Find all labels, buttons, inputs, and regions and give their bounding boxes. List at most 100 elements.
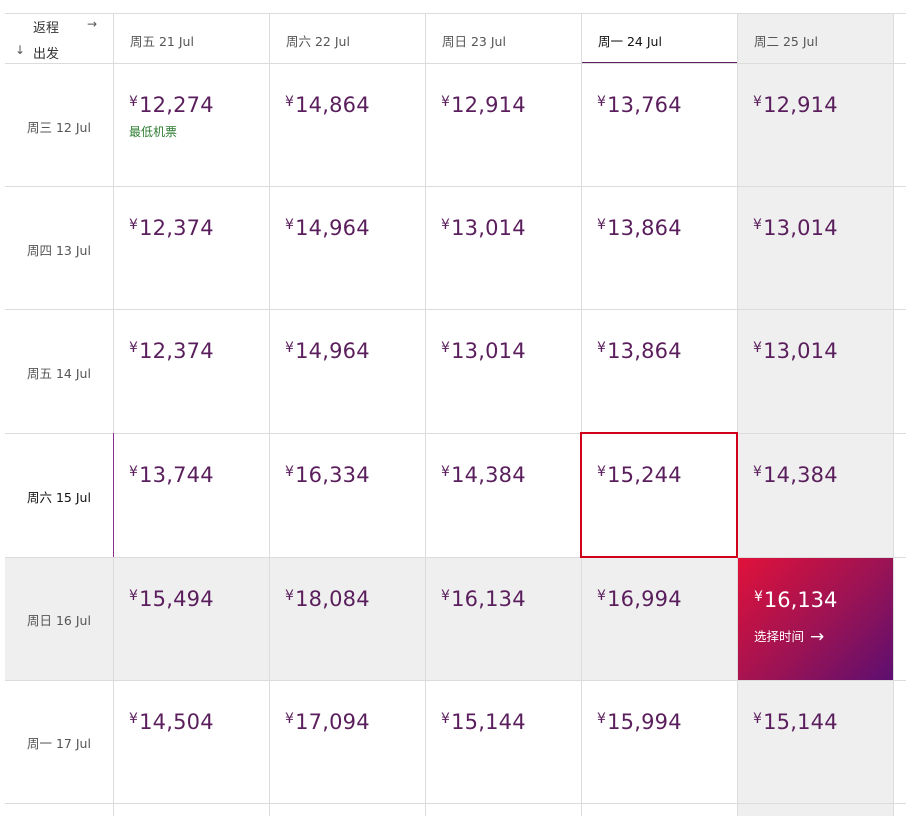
return-date-header-selected: 周一 24 Jul <box>581 13 737 63</box>
currency-symbol: ¥ <box>285 588 295 604</box>
price-value: 16,334 <box>295 463 370 487</box>
fare-cell[interactable]: ¥16,134 <box>425 557 581 680</box>
fare-cell[interactable]: ¥15,994 <box>581 680 737 803</box>
currency-symbol: ¥ <box>597 94 607 110</box>
price-value: 14,964 <box>295 216 370 240</box>
fare-cell[interactable]: ¥13,864 <box>581 309 737 432</box>
focused-cell-border <box>580 432 738 558</box>
fare-price: ¥14,384 <box>441 463 581 487</box>
price-value: 14,964 <box>295 339 370 363</box>
fare-price: ¥14,504 <box>129 710 269 734</box>
fare-price: ¥15,244 <box>597 463 737 487</box>
fare-cell[interactable]: ¥18,084 <box>269 557 425 680</box>
currency-symbol: ¥ <box>754 589 763 605</box>
fare-cell[interactable]: ¥12,274 最低机票 <box>113 63 269 186</box>
depart-axis-label: 出发 <box>33 47 60 62</box>
return-date-label: 周二 25 Jul <box>754 34 818 49</box>
fare-price: ¥13,014 <box>441 216 581 240</box>
fare-cell[interactable]: ¥13,014 <box>425 186 581 309</box>
return-date-header: 周六 22 Jul <box>269 13 425 63</box>
price-value: 13,014 <box>451 216 526 240</box>
highlighted-fare-cell[interactable]: ¥16,134 选择时间 → <box>738 558 893 680</box>
price-value: 12,914 <box>451 93 526 117</box>
fare-cell[interactable]: ¥15,244 <box>581 433 737 556</box>
depart-date-label: 周五 14 Jul <box>27 366 91 381</box>
currency-symbol: ¥ <box>129 217 139 233</box>
fare-cell[interactable]: ¥14,384 <box>737 433 893 556</box>
highlighted-price: ¥16,134 <box>754 588 837 612</box>
fare-price: ¥15,494 <box>129 587 269 611</box>
fare-cell[interactable]: ¥15,144 <box>425 680 581 803</box>
depart-date-header: 周五 14 Jul <box>5 363 113 382</box>
price-value: 13,014 <box>763 339 838 363</box>
price-value: 16,994 <box>607 587 682 611</box>
fare-cell[interactable]: ¥14,964 <box>269 186 425 309</box>
fare-cell[interactable]: ¥14,384 <box>425 433 581 556</box>
fare-price: ¥14,864 <box>285 93 425 117</box>
currency-symbol: ¥ <box>285 94 295 110</box>
fare-price: ¥13,014 <box>753 339 893 363</box>
fare-price: ¥13,764 <box>597 93 737 117</box>
price-value: 18,084 <box>295 587 370 611</box>
fare-cell[interactable]: ¥13,744 <box>113 433 269 556</box>
currency-symbol: ¥ <box>597 711 607 727</box>
currency-symbol: ¥ <box>285 464 295 480</box>
price-value: 13,864 <box>607 339 682 363</box>
currency-symbol: ¥ <box>129 711 139 727</box>
depart-date-header-selected: 周六 15 Jul <box>5 487 113 506</box>
price-value: 15,994 <box>607 710 682 734</box>
fare-price: ¥13,864 <box>597 216 737 240</box>
depart-date-header: 周一 17 Jul <box>5 733 113 752</box>
fare-cell[interactable]: ¥15,494 <box>113 557 269 680</box>
price-value: 14,504 <box>139 710 214 734</box>
fare-cell[interactable]: ¥14,504 <box>113 680 269 803</box>
arrow-right-icon: → <box>87 17 98 31</box>
fare-calendar-grid: 返程 → ↓ 出发 周五 21 Jul 周六 22 Jul 周日 23 Jul … <box>5 13 906 816</box>
depart-date-label: 周六 15 Jul <box>27 490 91 505</box>
fare-price: ¥17,094 <box>285 710 425 734</box>
fare-price: ¥14,384 <box>753 463 893 487</box>
return-date-label: 周日 23 Jul <box>442 34 506 49</box>
depart-date-label: 周四 13 Jul <box>27 243 91 258</box>
fare-price: ¥15,144 <box>753 710 893 734</box>
fare-price: ¥15,994 <box>597 710 737 734</box>
fare-cell[interactable]: ¥14,864 <box>269 63 425 186</box>
fare-price: ¥18,084 <box>285 587 425 611</box>
fare-price: ¥15,144 <box>441 710 581 734</box>
currency-symbol: ¥ <box>597 464 607 480</box>
price-value: 13,014 <box>451 339 526 363</box>
price-value: 15,494 <box>139 587 214 611</box>
fare-price: ¥13,014 <box>753 216 893 240</box>
fare-cell[interactable]: ¥13,864 <box>581 186 737 309</box>
depart-date-header: 周四 13 Jul <box>5 240 113 259</box>
fare-cell[interactable]: ¥16,334 <box>269 433 425 556</box>
currency-symbol: ¥ <box>285 340 295 356</box>
fare-cell[interactable]: ¥12,914 <box>737 63 893 186</box>
price-value: 13,864 <box>607 216 682 240</box>
fare-cell[interactable]: ¥14,964 <box>269 309 425 432</box>
lowest-fare-badge: 最低机票 <box>129 125 178 139</box>
fare-cell[interactable]: ¥12,914 <box>425 63 581 186</box>
fare-cell[interactable]: ¥13,014 <box>425 309 581 432</box>
fare-cell[interactable]: ¥17,094 <box>269 680 425 803</box>
price-value: 17,094 <box>295 710 370 734</box>
arrow-down-icon: ↓ <box>15 43 26 57</box>
depart-date-header: 周三 12 Jul <box>5 117 113 136</box>
fare-cell[interactable]: ¥13,014 <box>737 186 893 309</box>
fare-price: ¥12,274 <box>129 93 269 117</box>
depart-date-header: 周日 16 Jul <box>5 610 113 629</box>
fare-cell[interactable]: ¥15,144 <box>737 680 893 803</box>
fare-cell[interactable]: ¥13,014 <box>737 309 893 432</box>
return-date-label: 周六 22 Jul <box>286 34 350 49</box>
fare-price: ¥16,334 <box>285 463 425 487</box>
select-time-button[interactable]: 选择时间 → <box>754 626 824 647</box>
currency-symbol: ¥ <box>753 464 763 480</box>
fare-cell[interactable]: ¥12,374 <box>113 186 269 309</box>
fare-cell[interactable]: ¥12,374 <box>113 309 269 432</box>
currency-symbol: ¥ <box>285 217 295 233</box>
fare-cell[interactable]: ¥16,994 <box>581 557 737 680</box>
price-value: 14,384 <box>451 463 526 487</box>
price-value: 14,864 <box>295 93 370 117</box>
fare-cell[interactable]: ¥13,764 <box>581 63 737 186</box>
price-value: 13,744 <box>139 463 214 487</box>
